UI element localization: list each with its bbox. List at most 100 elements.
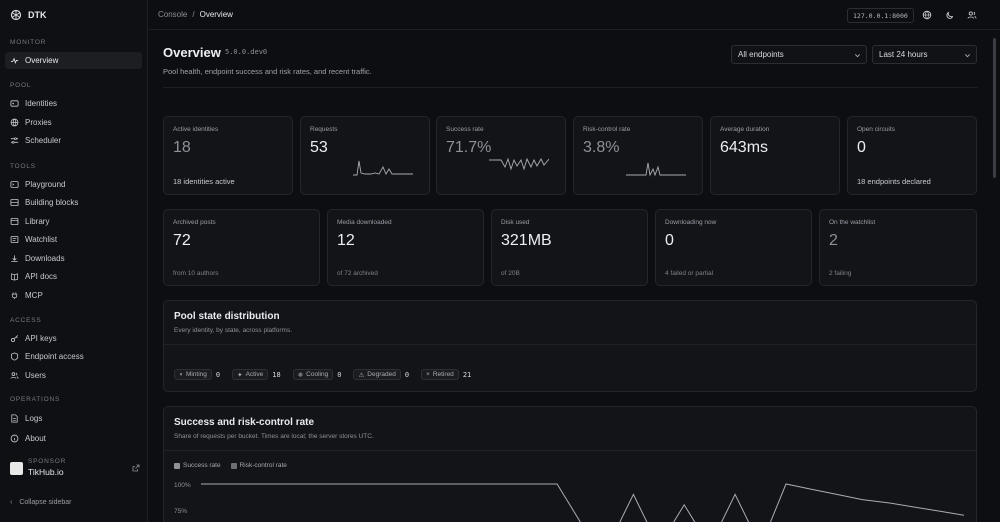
stat-value: 2 xyxy=(829,232,838,249)
stat-card-active-identities: Active identities 18 18 identities activ… xyxy=(163,116,293,195)
sidebar-item-downloads[interactable]: Downloads xyxy=(5,250,142,267)
header-divider xyxy=(163,87,978,88)
scrollbar[interactable] xyxy=(992,30,997,522)
breadcrumb: Console / Overview xyxy=(158,10,233,19)
rates-panel: Success and risk-control rate Share of r… xyxy=(163,406,977,522)
brand[interactable]: DTK xyxy=(10,9,47,21)
stat-label: Active identities xyxy=(173,126,219,133)
stat-label: Archived posts xyxy=(173,219,216,226)
shield-icon xyxy=(10,352,19,361)
sidebar-item-label: MCP xyxy=(25,291,43,300)
sidebar-item-proxies[interactable]: Proxies xyxy=(5,114,142,131)
time-range-select[interactable]: Last 24 hours xyxy=(872,45,977,64)
sidebar-item-label: Logs xyxy=(25,414,43,423)
sidebar-item-library[interactable]: Library xyxy=(5,213,142,230)
brand-name: DTK xyxy=(28,10,47,20)
activity-icon xyxy=(10,57,19,65)
endpoint-filter-select[interactable]: All endpoints xyxy=(731,45,867,64)
sponsor-link[interactable]: SPONSOR TikHub.io xyxy=(10,458,140,477)
sidebar-item-identities[interactable]: Identities xyxy=(5,95,142,112)
sparkle-icon: ✦ xyxy=(237,371,243,379)
breadcrumb-separator: / xyxy=(192,10,195,19)
state-count: 0 xyxy=(337,370,342,379)
sponsor-name: TikHub.io xyxy=(28,467,64,477)
page-title: Overview xyxy=(163,45,221,60)
stat-value: 321MB xyxy=(501,232,552,249)
stat-value: 72 xyxy=(173,232,191,249)
sidebar-item-label: Watchlist xyxy=(25,235,58,244)
legend-swatch-success xyxy=(174,462,180,469)
stat-card-open-circuits: Open circuits 0 18 endpoints declared xyxy=(847,116,977,195)
sidebar-item-label: Identities xyxy=(25,99,58,108)
sponsor-logo xyxy=(10,462,23,475)
stat-label: Requests xyxy=(310,126,338,133)
sidebar-item-overview[interactable]: Overview xyxy=(5,52,142,69)
warning-icon: ⚠ xyxy=(358,371,365,379)
id-card-icon xyxy=(10,100,19,107)
moon-icon[interactable] xyxy=(945,10,955,20)
terminal-icon xyxy=(10,181,19,188)
stat-label: Risk-control rate xyxy=(583,126,631,133)
state-count: 18 xyxy=(272,370,281,379)
download-icon xyxy=(11,255,18,263)
legend-swatch-risk xyxy=(230,462,237,469)
collapse-sidebar-button[interactable]: ‹ Collapse sidebar xyxy=(10,499,72,506)
globe-icon xyxy=(10,118,19,127)
breadcrumb-current: Overview xyxy=(199,10,233,19)
sidebar-item-about[interactable]: About xyxy=(5,430,142,447)
y-tick-75: 75% xyxy=(174,508,187,515)
state-label: Retired xyxy=(432,371,454,378)
panel-divider xyxy=(164,344,976,345)
sidebar-item-label: Library xyxy=(25,217,50,226)
sidebar-item-api-docs[interactable]: API docs xyxy=(5,268,142,285)
sliders-icon xyxy=(10,137,19,144)
version-label: 5.0.0.dev0 xyxy=(225,48,268,56)
account-icon[interactable] xyxy=(967,10,977,20)
rates-subtitle: Share of requests per bucket. Times are … xyxy=(174,433,374,440)
state-count: 0 xyxy=(404,370,410,379)
page-subtitle: Pool health, endpoint success and risk r… xyxy=(163,67,372,76)
rates-title: Success and risk-control rate xyxy=(174,417,315,428)
library-icon xyxy=(10,217,19,226)
stat-label: Disk used xyxy=(501,219,530,226)
globe-icon[interactable] xyxy=(922,10,932,20)
stat-card-downloading-now: Downloading now 0 4 failed or partial xyxy=(655,209,812,286)
stat-value: 0 xyxy=(665,232,674,249)
time-range-value: Last 24 hours xyxy=(879,50,928,59)
sidebar-item-users[interactable]: Users xyxy=(5,367,142,384)
stat-foot: 4 failed or partial xyxy=(665,270,714,277)
snow-icon: ❄ xyxy=(297,371,304,379)
sidebar-item-label: Downloads xyxy=(25,254,65,263)
sponsor-label: SPONSOR xyxy=(28,458,67,465)
stat-foot: 2 failing xyxy=(829,270,852,277)
rate-chart: 100% 75% xyxy=(174,482,965,522)
sidebar-item-label: API keys xyxy=(25,334,57,343)
stat-card-disk-used: Disk used 321MB of 20B xyxy=(491,209,648,286)
risk-sparkline xyxy=(626,162,686,177)
state-label: Minting xyxy=(185,371,207,378)
stat-label: On the watchlist xyxy=(829,219,876,226)
users-icon xyxy=(10,372,19,379)
state-pill-degraded: ⚠ Degraded xyxy=(353,369,401,380)
sidebar-item-endpoint-access[interactable]: Endpoint access xyxy=(5,348,142,365)
pool-state-title: Pool state distribution xyxy=(174,311,280,322)
stat-label: Success rate xyxy=(446,126,484,133)
sidebar-item-mcp[interactable]: MCP xyxy=(5,287,142,304)
collapse-label: Collapse sidebar xyxy=(19,499,72,506)
state-label: Active xyxy=(245,371,264,378)
stat-card-success-rate: Success rate 71.7% xyxy=(436,116,566,195)
stat-value: 18 xyxy=(173,139,191,156)
scrollbar-thumb[interactable] xyxy=(993,38,996,178)
stat-foot: 18 endpoints declared xyxy=(857,177,931,186)
requests-sparkline xyxy=(353,160,413,176)
pool-state-pills: ◖ Minting 0 ✦ Active 18 ❄ Cooling 0 ⚠ Degrad… xyxy=(174,369,479,380)
sidebar-item-logs[interactable]: Logs xyxy=(5,410,142,427)
sidebar-item-scheduler[interactable]: Scheduler xyxy=(5,132,142,149)
stat-value: 0 xyxy=(857,139,866,156)
sidebar-item-api-keys[interactable]: API keys xyxy=(5,330,142,347)
sidebar-item-watchlist[interactable]: Watchlist xyxy=(5,231,142,248)
watchlist-icon xyxy=(10,235,19,244)
sidebar-item-building-blocks[interactable]: Building blocks xyxy=(5,194,142,211)
sidebar-item-playground[interactable]: Playground xyxy=(5,176,142,193)
breadcrumb-console[interactable]: Console xyxy=(158,10,188,19)
